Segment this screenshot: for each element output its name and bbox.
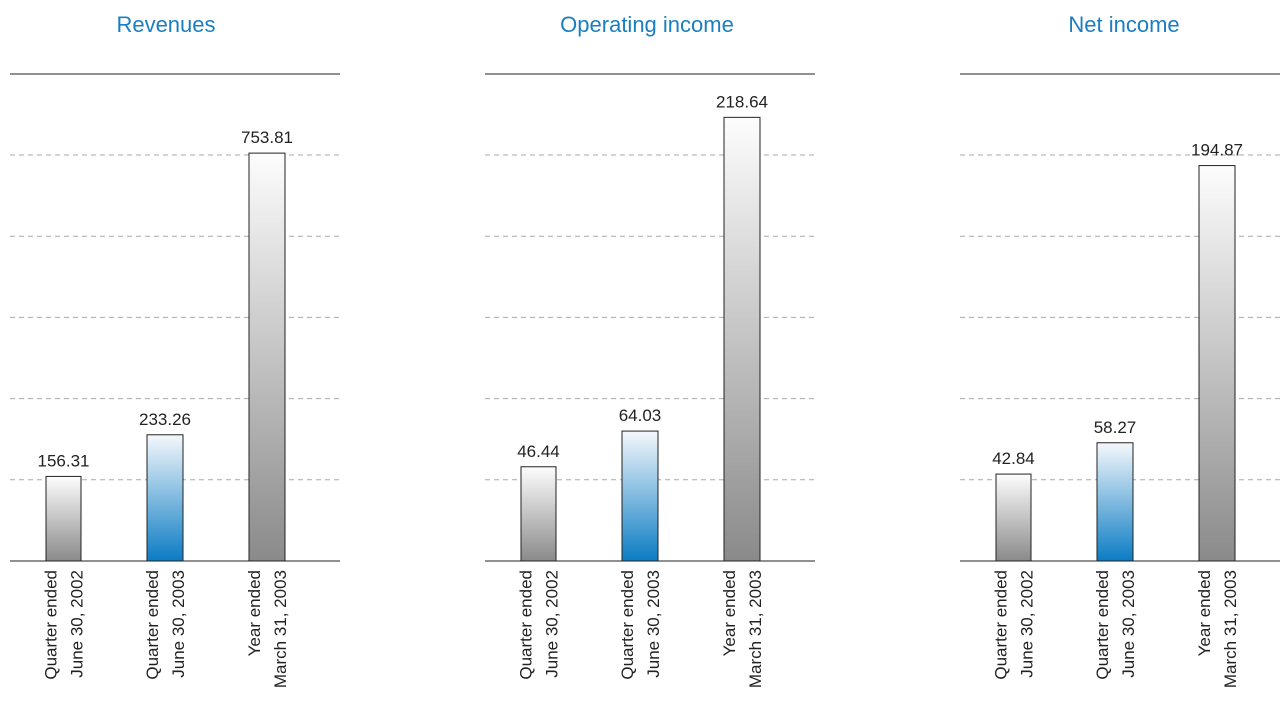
category-label: June 30, 2002 (1018, 570, 1037, 678)
bar-value-label: 194.87 (1191, 141, 1243, 160)
chart-title: Net income (1068, 12, 1179, 37)
bar-value-label: 58.27 (1094, 418, 1137, 437)
bar-value-label: 753.81 (241, 128, 293, 147)
bar-value-label: 46.44 (517, 442, 560, 461)
bar (1198, 165, 1236, 562)
category-label: March 31, 2003 (271, 570, 290, 688)
bar (1096, 442, 1134, 562)
bar (146, 434, 184, 562)
bar (621, 430, 659, 562)
chart-0: Revenues 156.31 Quarter ended June 30, 2002… (10, 12, 340, 688)
chart-2: Net income 42.84 Quarter ended June 30, 200… (960, 12, 1280, 688)
bar-value-label: 64.03 (619, 406, 662, 425)
bar (723, 116, 761, 562)
category-label: Year ended (720, 570, 739, 656)
bar-value-label: 42.84 (992, 449, 1035, 468)
category-label: Quarter ended (42, 570, 61, 680)
chart-title: Revenues (116, 12, 215, 37)
category-label: June 30, 2003 (1119, 570, 1138, 678)
category-label: June 30, 2003 (644, 570, 663, 678)
category-label: March 31, 2003 (1221, 570, 1240, 688)
bar-value-label: 218.64 (716, 92, 768, 111)
category-label: June 30, 2002 (68, 570, 87, 678)
category-label: Quarter ended (618, 570, 637, 680)
bar (248, 152, 286, 562)
category-label: June 30, 2002 (543, 570, 562, 678)
bar-value-label: 233.26 (139, 410, 191, 429)
category-label: Year ended (1195, 570, 1214, 656)
category-label: Quarter ended (517, 570, 536, 680)
chart-title: Operating income (560, 12, 734, 37)
category-label: Quarter ended (1093, 570, 1112, 680)
category-label: June 30, 2003 (169, 570, 188, 678)
category-label: Year ended (245, 570, 264, 656)
category-label: Quarter ended (992, 570, 1011, 680)
chart-1: Operating income 46.44 Quarter ended June 3… (485, 12, 815, 688)
bar (995, 473, 1032, 562)
bar (45, 475, 82, 562)
category-label: Quarter ended (143, 570, 162, 680)
bar (520, 466, 557, 562)
bar-value-label: 156.31 (38, 451, 90, 470)
category-label: March 31, 2003 (746, 570, 765, 688)
